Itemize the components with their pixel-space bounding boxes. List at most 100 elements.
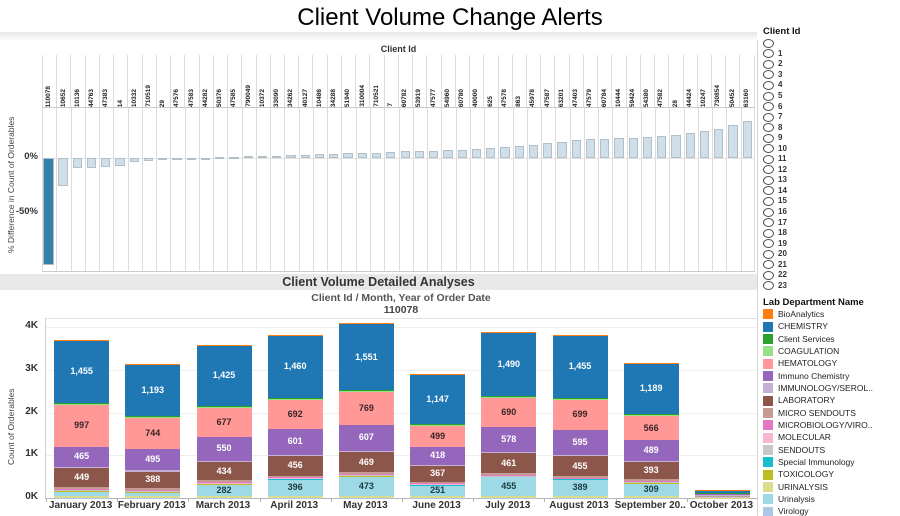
change-bar[interactable] (557, 141, 567, 158)
bar-segment[interactable]: 449 (54, 468, 110, 488)
bar-segment[interactable]: 1,460 (267, 335, 323, 398)
bar-segment[interactable] (481, 331, 537, 333)
client-id-filter-option[interactable]: 15 (763, 196, 898, 207)
bar-segment[interactable] (267, 397, 323, 399)
bar-segment[interactable] (552, 496, 608, 498)
change-bar[interactable] (72, 158, 82, 168)
radio-button-icon[interactable] (763, 218, 774, 228)
bar-segment[interactable] (338, 391, 394, 393)
bar-segment[interactable]: 997 (54, 404, 110, 447)
bar-segment[interactable]: 473 (338, 476, 394, 497)
change-bar[interactable] (229, 156, 239, 159)
client-id-filter-option[interactable]: 1 (763, 49, 898, 60)
bar-segment[interactable] (267, 398, 323, 400)
bar-segment[interactable]: 1,193 (125, 364, 181, 416)
change-bar[interactable] (357, 152, 367, 158)
bar-segment[interactable]: 499 (410, 425, 466, 447)
legend-item[interactable]: BioAnalytics (763, 308, 898, 320)
change-bar[interactable] (200, 158, 211, 160)
bar-segment[interactable] (196, 406, 252, 408)
bar-segment[interactable]: 396 (267, 479, 323, 497)
bar-segment[interactable] (125, 488, 181, 490)
change-bar[interactable] (528, 144, 539, 158)
change-bar[interactable] (514, 145, 524, 158)
client-id-filter-option[interactable]: 16 (763, 207, 898, 218)
legend-item[interactable]: MICRO SENDOUTS (763, 407, 898, 419)
bar-segment[interactable] (338, 450, 394, 453)
bar-segment[interactable] (196, 496, 252, 498)
radio-button-icon[interactable] (763, 112, 774, 122)
bar-segment[interactable]: 1,455 (54, 340, 110, 403)
bar-segment[interactable] (694, 492, 750, 494)
change-bar[interactable] (414, 151, 424, 158)
change-bar[interactable] (101, 158, 111, 167)
legend-item[interactable]: COAGULATION (763, 345, 898, 357)
change-bar[interactable] (500, 147, 510, 158)
change-bar[interactable] (300, 154, 310, 158)
legend-item[interactable]: Special Immunology (763, 456, 898, 468)
bar-segment[interactable] (196, 344, 252, 346)
change-bar[interactable] (543, 142, 553, 158)
change-bar[interactable] (272, 155, 282, 158)
change-bar[interactable] (371, 152, 382, 158)
radio-button-icon[interactable] (763, 91, 774, 101)
bar-segment[interactable]: 566 (623, 416, 679, 441)
bar-segment[interactable]: 455 (481, 476, 537, 497)
bar-segment[interactable] (54, 491, 110, 497)
change-bar[interactable] (742, 120, 752, 158)
bar-segment[interactable]: 677 (196, 408, 252, 438)
bar-segment[interactable]: 692 (267, 399, 323, 430)
change-bar[interactable] (143, 158, 154, 161)
bar-segment[interactable] (410, 424, 466, 426)
bar-segment[interactable] (125, 470, 181, 472)
change-bar[interactable] (129, 158, 139, 163)
client-id-filter-option[interactable]: 13 (763, 175, 898, 186)
bar-segment[interactable] (267, 454, 323, 457)
bar-segment[interactable]: 1,189 (623, 363, 679, 415)
bar-segment[interactable] (196, 460, 252, 462)
bar-segment[interactable]: 251 (410, 485, 466, 497)
radio-button-icon[interactable] (763, 165, 774, 175)
change-bar[interactable] (243, 156, 253, 159)
client-id-filter-option[interactable]: 23 (763, 281, 898, 292)
bar-segment[interactable] (481, 473, 537, 475)
client-id-filter-option[interactable]: 17 (763, 217, 898, 228)
client-id-filter-option[interactable]: 7 (763, 112, 898, 123)
radio-button-icon[interactable] (763, 38, 774, 48)
bar-segment[interactable] (267, 496, 323, 498)
bar-segment[interactable]: 367 (410, 466, 466, 482)
bar-segment[interactable] (481, 396, 537, 398)
bar-segment[interactable]: 595 (552, 429, 608, 456)
change-bar[interactable] (158, 158, 168, 160)
change-bar[interactable] (186, 158, 196, 160)
bar-segment[interactable] (54, 487, 110, 490)
bar-segment[interactable] (552, 475, 608, 478)
bar-segment[interactable] (338, 496, 394, 498)
legend-item[interactable]: Immuno Chemistry (763, 370, 898, 382)
bar-segment[interactable] (623, 496, 679, 498)
client-id-filter-option[interactable]: 14 (763, 186, 898, 197)
change-bar[interactable] (329, 153, 339, 158)
bar-segment[interactable]: 434 (196, 461, 252, 481)
radio-button-icon[interactable] (763, 196, 774, 206)
bar-segment[interactable] (54, 496, 110, 498)
bar-segment[interactable]: 1,490 (481, 332, 537, 397)
radio-button-icon[interactable] (763, 281, 774, 291)
change-bar[interactable] (429, 150, 439, 158)
legend-item[interactable]: LABORATORY (763, 394, 898, 406)
radio-button-icon[interactable] (763, 123, 774, 133)
bar-segment[interactable] (552, 398, 608, 400)
bar-segment[interactable] (196, 480, 252, 483)
change-bar[interactable] (685, 132, 695, 158)
change-bar[interactable] (486, 148, 496, 158)
change-bar[interactable] (400, 151, 410, 158)
bar-segment[interactable]: 769 (338, 392, 394, 425)
bar-segment[interactable]: 418 (410, 446, 466, 465)
radio-button-icon[interactable] (763, 207, 774, 217)
legend-item[interactable]: Virology (763, 506, 898, 516)
client-id-filter-option[interactable]: 18 (763, 228, 898, 239)
client-id-filter-option[interactable]: 10 (763, 143, 898, 154)
radio-button-icon[interactable] (763, 186, 774, 196)
change-bar[interactable] (699, 130, 710, 158)
bar-segment[interactable]: 601 (267, 429, 323, 455)
